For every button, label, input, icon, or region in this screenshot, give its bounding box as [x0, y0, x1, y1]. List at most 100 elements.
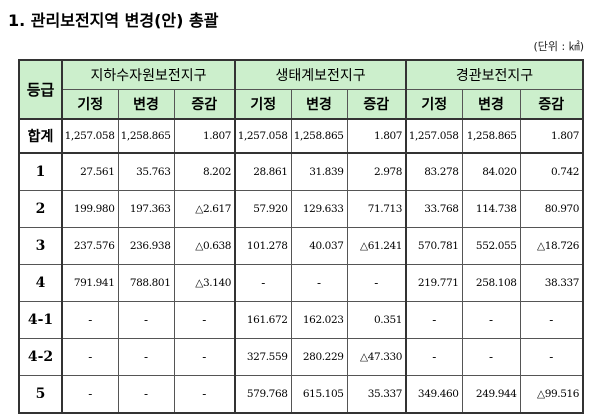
value-cell: 615.105	[290, 375, 348, 414]
value-cell: 552.055	[461, 227, 521, 265]
value-cell: △3.140	[173, 264, 237, 302]
value-cell: 35.337	[346, 375, 408, 414]
value-cell: 788.801	[117, 264, 175, 302]
value-cell: 33.768	[405, 190, 463, 228]
value-cell: 38.337	[519, 264, 584, 302]
table-row: 5- - -579.768 615.105 35.337 349.460 249.944 △9…	[18, 375, 584, 414]
sub-header-delta: 증감	[519, 89, 584, 120]
value-cell: 129.633	[290, 190, 348, 228]
value-cell: 83.278	[405, 152, 463, 191]
value-cell: -	[117, 338, 175, 376]
value-cell: 327.559	[234, 338, 292, 376]
value-cell: -	[117, 301, 175, 339]
value-cell: 80.970	[519, 190, 584, 228]
value-cell: 579.768	[234, 375, 292, 414]
grade-cell: 4-1	[18, 301, 63, 339]
sub-header-delta: 증감	[173, 89, 237, 120]
grade-cell: 1	[18, 152, 63, 191]
value-cell: 71.713	[346, 190, 408, 228]
value-cell: 27.561	[61, 152, 119, 191]
value-cell: -	[173, 301, 237, 339]
value-cell: 0.742	[519, 152, 584, 191]
value-cell: 219.771	[405, 264, 463, 302]
value-cell: 28.861	[234, 152, 292, 191]
table-row: 3 237.576 236.938 △0.638 101.278 40.037 △61.24…	[18, 227, 584, 265]
value-cell: 1.807	[519, 118, 584, 154]
value-cell: △61.241	[346, 227, 408, 265]
table-row: 2 199.980 197.363 △2.617 57.920 129.633 71.713…	[18, 190, 584, 228]
group-header-landscape: 경관보전지구	[405, 59, 584, 90]
grade-header: 등급	[18, 59, 63, 120]
value-cell: 2.978	[346, 152, 408, 191]
value-cell: 199.980	[61, 190, 119, 228]
sub-header-changed: 변경	[290, 89, 348, 120]
value-cell: -	[346, 264, 408, 302]
value-cell: 31.839	[290, 152, 348, 191]
value-cell: -	[290, 264, 348, 302]
value-cell: 101.278	[234, 227, 292, 265]
group-header-groundwater: 지하수자원보전지구	[61, 59, 237, 90]
value-cell: -	[405, 301, 463, 339]
table-row: 합계 1,257.058 1,258.865 1.807 1,257.058 1,258.…	[18, 118, 584, 154]
value-cell: 791.941	[61, 264, 119, 302]
value-cell: -	[519, 338, 584, 376]
table-row: 4-2- - -327.559 280.229 △47.330- - -	[18, 338, 584, 376]
value-cell: -	[117, 375, 175, 414]
value-cell: 40.037	[290, 227, 348, 265]
page-title: 1. 관리보전지역 변경(안) 총괄	[8, 11, 219, 30]
value-cell: 1,258.865	[461, 118, 521, 154]
table-body: 합계 1,257.058 1,258.865 1.807 1,257.058 1,258.…	[18, 118, 584, 414]
grade-cell: 3	[18, 227, 63, 265]
value-cell: -	[61, 301, 119, 339]
group-header-ecosystem: 생태계보전지구	[234, 59, 408, 90]
sub-header-changed: 변경	[461, 89, 521, 120]
value-cell: 35.763	[117, 152, 175, 191]
value-cell: 1,257.058	[234, 118, 292, 154]
value-cell: 84.020	[461, 152, 521, 191]
sub-header-existing: 기정	[405, 89, 463, 120]
value-cell: △2.617	[173, 190, 237, 228]
grade-cell: 5	[18, 375, 63, 414]
value-cell: -	[234, 264, 292, 302]
value-cell: 1.807	[173, 118, 237, 154]
value-cell: -	[519, 301, 584, 339]
value-cell: 1,258.865	[290, 118, 348, 154]
value-cell: 236.938	[117, 227, 175, 265]
sub-header-delta: 증감	[346, 89, 408, 120]
value-cell: 114.738	[461, 190, 521, 228]
value-cell: △47.330	[346, 338, 408, 376]
grade-cell: 4	[18, 264, 63, 302]
value-cell: 57.920	[234, 190, 292, 228]
table-row: 4 791.941 788.801 △3.140- - -219.771 258.108 38…	[18, 264, 584, 302]
value-cell: 161.672	[234, 301, 292, 339]
value-cell: 1.807	[346, 118, 408, 154]
sub-header-existing: 기정	[61, 89, 119, 120]
value-cell: 249.944	[461, 375, 521, 414]
value-cell: △18.726	[519, 227, 584, 265]
value-cell: -	[405, 338, 463, 376]
value-cell: △99.516	[519, 375, 584, 414]
value-cell: 197.363	[117, 190, 175, 228]
value-cell: -	[61, 338, 119, 376]
value-cell: 8.202	[173, 152, 237, 191]
value-cell: 570.781	[405, 227, 463, 265]
unit-label: (단위 : ㎢)	[533, 40, 584, 53]
sub-header-existing: 기정	[234, 89, 292, 120]
table-row: 1 27.561 35.763 8.202 28.861 31.839 2.978 83.27…	[18, 152, 584, 191]
grade-cell: 합계	[18, 118, 63, 154]
value-cell: 1,257.058	[61, 118, 119, 154]
grade-cell: 4-2	[18, 338, 63, 376]
summary-table: 등급 지하수자원보전지구 생태계보전지구 경관보전지구 기정 변경 증감 기정 …	[18, 59, 585, 414]
grade-cell: 2	[18, 190, 63, 228]
value-cell: -	[61, 375, 119, 414]
value-cell: 1,257.058	[405, 118, 463, 154]
value-cell: -	[173, 375, 237, 414]
value-cell: 0.351	[346, 301, 408, 339]
value-cell: 280.229	[290, 338, 348, 376]
value-cell: △0.638	[173, 227, 237, 265]
value-cell: -	[461, 338, 521, 376]
value-cell: 162.023	[290, 301, 348, 339]
table-row: 4-1- - -161.672 162.023 0.351- - -	[18, 301, 584, 339]
value-cell: -	[461, 301, 521, 339]
value-cell: 258.108	[461, 264, 521, 302]
